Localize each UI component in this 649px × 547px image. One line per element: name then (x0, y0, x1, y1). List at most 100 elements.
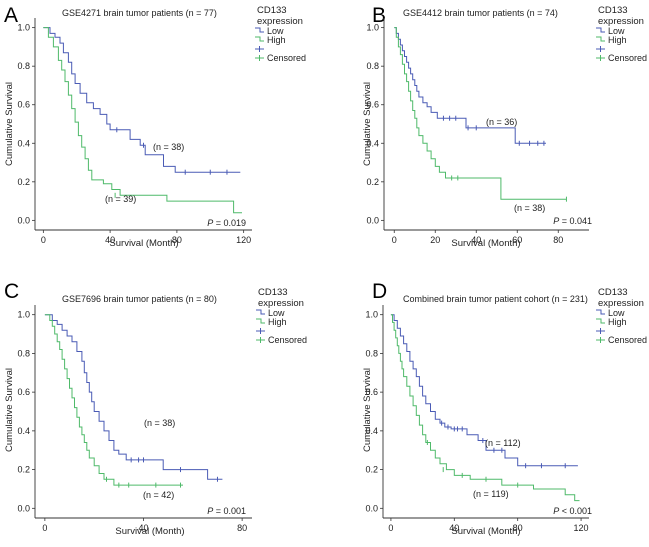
p-value: P = 0.001 (207, 506, 246, 516)
x-tick-label: 40 (449, 523, 459, 533)
legend-title-line2: expression (258, 298, 304, 309)
legend-swatch-low (256, 309, 265, 315)
y-tick-label: 0.6 (366, 100, 379, 110)
p-value-number: = 0.019 (213, 218, 246, 228)
y-tick-label: 1.0 (17, 23, 30, 33)
legend-label-low: Low (608, 308, 625, 318)
survival-curve-low (394, 27, 546, 144)
n-label-low: (n = 36) (486, 117, 517, 127)
p-value: P = 0.041 (553, 216, 592, 226)
y-tick-label: 0.4 (17, 138, 30, 148)
y-tick-label: 0.2 (17, 177, 30, 187)
legend-label-censored: Censored (608, 335, 647, 345)
y-tick-label: 0.0 (366, 215, 379, 225)
legend-title-line1: CD133 (258, 287, 288, 298)
y-tick-label: 0.0 (365, 503, 378, 513)
legend-label-high: High (608, 317, 627, 327)
n-label-low: (n = 38) (144, 418, 175, 428)
x-tick-label: 0 (388, 523, 393, 533)
panel-c: C GSE7696 brain tumor patients (n = 80) 0.… (4, 280, 307, 537)
y-axis-label: Cumulative Survival (362, 368, 373, 452)
x-tick-label: 120 (236, 235, 251, 245)
legend-swatch-high (256, 318, 265, 324)
p-value: P < 0.001 (553, 506, 592, 516)
legend-swatch-high (596, 318, 605, 324)
y-tick-label: 0.8 (17, 61, 30, 71)
legend-label-low: Low (267, 26, 284, 36)
panel-b: B GSE4412 brain tumor patients (n = 74) 0.… (362, 4, 647, 249)
p-value-symbol: P (207, 506, 213, 516)
legend-title-line2: expression (598, 298, 644, 309)
x-tick-label: 0 (392, 235, 397, 245)
legend-title-line1: CD133 (257, 5, 287, 16)
n-label-low: (n = 112) (485, 438, 521, 448)
panel-d: D Combined brain tumor patient cohort (n … (362, 280, 647, 537)
x-tick-label: 80 (513, 523, 523, 533)
panel-letter: A (4, 4, 18, 27)
panel-letter: B (372, 4, 386, 27)
y-tick-label: 1.0 (366, 23, 379, 33)
n-label-high: (n = 42) (143, 490, 174, 500)
n-label-high: (n = 39) (105, 194, 136, 204)
legend-label-censored: Censored (608, 53, 647, 63)
x-tick-label: 80 (237, 523, 247, 533)
y-tick-label: 0.2 (366, 177, 379, 187)
legend-label-low: Low (608, 26, 625, 36)
p-value: P = 0.019 (207, 218, 246, 228)
x-tick-label: 40 (105, 235, 115, 245)
y-axis-label: Cumulative Survival (4, 82, 15, 166)
panel-a: A GSE4271 brain tumor patients (n = 77) 0.… (4, 4, 306, 249)
chart-title: GSE4412 brain tumor patients (n = 74) (403, 8, 558, 18)
survival-curve-high (390, 314, 580, 502)
y-axis-label: Cumulative Survival (362, 82, 373, 166)
legend-title-line2: expression (598, 16, 644, 27)
survival-curve-high (394, 27, 567, 200)
survival-curve-low (44, 314, 223, 480)
p-value-symbol: P (207, 218, 213, 228)
p-value-symbol: P (553, 506, 559, 516)
legend-swatch-low (596, 309, 605, 315)
y-tick-label: 0.0 (17, 215, 30, 225)
y-tick-label: 0.8 (365, 348, 378, 358)
n-label-high: (n = 119) (473, 489, 509, 499)
x-axis-label: Survival (Month) (451, 526, 520, 537)
x-axis-label: Survival (Month) (451, 238, 520, 249)
x-tick-label: 120 (574, 523, 589, 533)
legend-swatch-low (596, 27, 605, 33)
legend-label-censored: Censored (268, 335, 307, 345)
y-tick-label: 0.4 (366, 138, 379, 148)
x-tick-label: 80 (172, 235, 182, 245)
n-label-low: (n = 38) (153, 142, 184, 152)
y-tick-label: 0.2 (17, 465, 30, 475)
survival-curve-high (43, 27, 242, 214)
legend-swatch-high (596, 36, 605, 42)
survival-curve-low (43, 27, 241, 173)
legend-title-line1: CD133 (598, 287, 628, 298)
x-axis-label: Survival (Month) (109, 238, 178, 249)
panel-letter: D (372, 280, 387, 303)
y-tick-label: 1.0 (17, 310, 30, 320)
y-axis-label: Cumulative Survival (4, 368, 15, 452)
chart-title: GSE7696 brain tumor patients (n = 80) (62, 294, 217, 304)
y-tick-label: 0.6 (17, 100, 30, 110)
p-value-number: < 0.001 (559, 506, 592, 516)
x-tick-label: 0 (41, 235, 46, 245)
legend-label-low: Low (268, 308, 285, 318)
y-tick-label: 0.8 (366, 61, 379, 71)
chart-title: Combined brain tumor patient cohort (n =… (403, 294, 588, 304)
x-tick-label: 40 (471, 235, 481, 245)
legend-swatch-low (255, 27, 264, 33)
y-tick-label: 1.0 (365, 310, 378, 320)
legend-swatch-high (255, 36, 264, 42)
legend-label-high: High (267, 35, 286, 45)
p-value-symbol: P (553, 216, 559, 226)
legend-label-censored: Censored (267, 53, 306, 63)
legend-title-line1: CD133 (598, 5, 628, 16)
x-tick-label: 60 (512, 235, 522, 245)
y-tick-label: 0.0 (17, 503, 30, 513)
